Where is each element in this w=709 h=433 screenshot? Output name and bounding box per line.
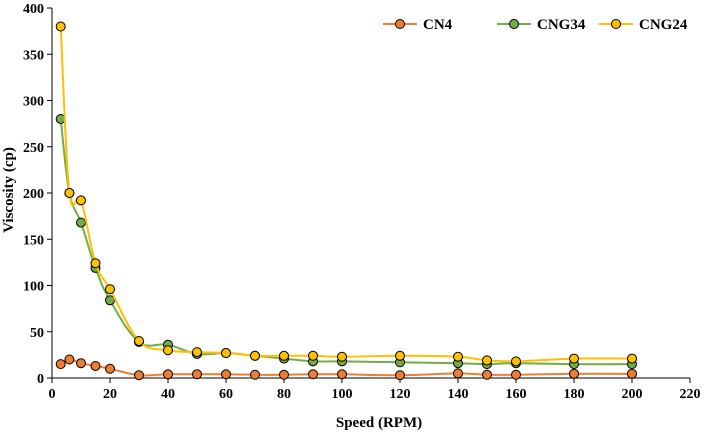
- y-tick-label: 100: [23, 280, 44, 295]
- data-point-cng24: [163, 345, 173, 356]
- data-point-cn4: [627, 368, 637, 379]
- chart-ticks: 0 20 40 60 80 100 120 140 160 180 200 220 0 50 100 150 2…: [23, 2, 701, 402]
- legend-label-cng34: CNG34: [537, 17, 586, 33]
- data-point-cng24: [627, 353, 637, 364]
- legend-marker-cn4: [395, 19, 405, 29]
- legend-item-cn4: CN4: [383, 17, 453, 33]
- x-tick-label: 60: [219, 387, 233, 402]
- data-point-cn4: [250, 369, 260, 380]
- y-tick-label: 50: [30, 326, 44, 341]
- chart-axes: [51, 8, 690, 379]
- data-point-cng24: [90, 258, 101, 269]
- data-point-cng24: [279, 350, 289, 361]
- y-tick-label: 300: [23, 95, 44, 110]
- data-point-cn4: [453, 368, 463, 379]
- y-tick-label: 150: [23, 233, 44, 248]
- data-point-cng24: [76, 195, 86, 206]
- data-point-cng34: [76, 217, 86, 228]
- data-point-cn4: [395, 370, 405, 381]
- data-point-cn4: [308, 369, 318, 380]
- legend-item-cng24: CNG24: [599, 17, 688, 33]
- data-point-cn4: [279, 369, 289, 380]
- y-tick-label: 350: [23, 48, 44, 63]
- x-tick-label: 140: [448, 387, 469, 402]
- chart-legend: CN4 CNG34 CNG24: [383, 17, 688, 33]
- y-axis-title: Viscosity (cp): [1, 147, 17, 233]
- data-point-cn4: [192, 369, 202, 380]
- data-point-cng24: [569, 353, 579, 364]
- data-point-cn4: [55, 359, 66, 370]
- data-point-cng24: [511, 356, 521, 367]
- x-tick-label: 20: [103, 387, 117, 402]
- series-line-cng24: [59, 26, 633, 363]
- series-cn4: [55, 354, 637, 381]
- chart-series: [55, 21, 637, 381]
- data-point-cng24: [337, 351, 347, 362]
- data-point-cng24: [453, 351, 463, 362]
- series-line-cng34: [59, 118, 633, 366]
- data-point-cn4: [221, 369, 231, 380]
- data-point-cng24: [105, 284, 115, 295]
- legend-marker-cng34: [509, 19, 519, 29]
- data-point-cn4: [482, 369, 492, 380]
- legend-label-cng24: CNG24: [639, 17, 688, 33]
- data-point-cn4: [76, 358, 86, 369]
- x-tick-label: 200: [622, 387, 643, 402]
- data-point-cn4: [163, 369, 173, 380]
- data-point-cn4: [64, 354, 75, 365]
- data-point-cng24: [192, 347, 202, 358]
- series-cng34: [55, 114, 637, 370]
- x-tick-label: 80: [277, 387, 291, 402]
- legend-label-cn4: CN4: [423, 17, 453, 33]
- series-cng24: [55, 21, 637, 367]
- x-tick-label: 160: [506, 387, 527, 402]
- data-point-cn4: [134, 370, 144, 381]
- data-point-cng24: [482, 355, 492, 366]
- x-tick-label: 180: [564, 387, 585, 402]
- x-tick-label: 120: [390, 387, 411, 402]
- data-point-cn4: [511, 369, 521, 380]
- legend-item-cng34: CNG34: [497, 17, 586, 33]
- data-point-cng24: [308, 350, 318, 361]
- x-tick-label: 100: [332, 387, 353, 402]
- data-point-cng24: [250, 350, 260, 361]
- data-point-cng24: [221, 348, 231, 359]
- y-tick-label: 0: [37, 372, 44, 387]
- data-point-cn4: [90, 360, 101, 371]
- y-tick-label: 250: [23, 141, 44, 156]
- legend-marker-cng24: [611, 19, 621, 29]
- y-tick-label: 400: [23, 2, 44, 17]
- x-tick-label: 220: [680, 387, 701, 402]
- data-point-cng24: [134, 336, 144, 346]
- x-tick-label: 40: [161, 387, 175, 402]
- data-point-cng24: [395, 350, 405, 361]
- data-point-cng24: [64, 188, 75, 198]
- data-point-cn4: [105, 363, 115, 374]
- x-axis-title: Speed (RPM): [336, 415, 422, 431]
- y-tick-label: 200: [23, 187, 44, 202]
- data-point-cn4: [337, 369, 347, 380]
- x-tick-label: 0: [49, 387, 56, 402]
- data-point-cn4: [569, 368, 579, 379]
- data-point-cng24: [55, 21, 66, 32]
- data-point-cng34: [105, 295, 115, 306]
